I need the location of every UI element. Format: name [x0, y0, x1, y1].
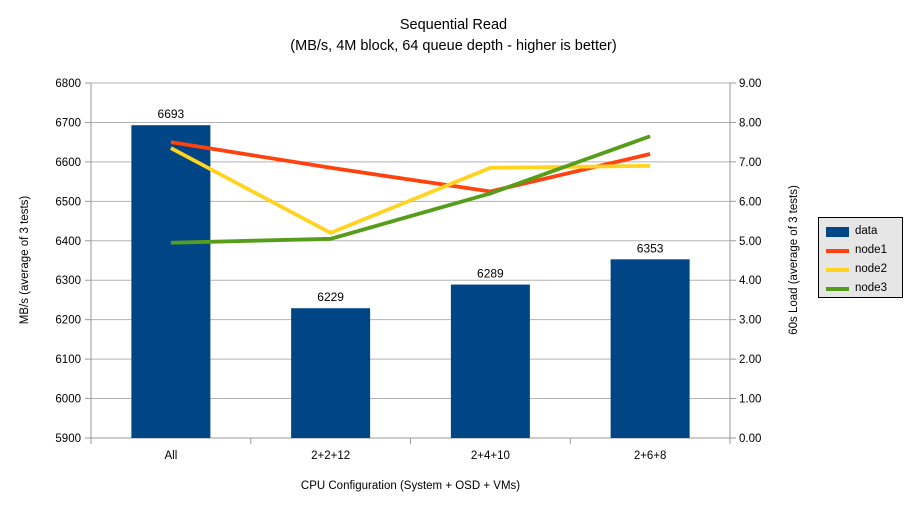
x-axis-title: CPU Configuration (System + OSD + VMs): [300, 480, 521, 492]
y-left-tick-label: 6600: [55, 157, 81, 169]
y-right-tick-label: 0.00: [739, 433, 761, 445]
y-right-tick-label: 6.00: [739, 196, 761, 208]
x-tick-label: All: [164, 450, 177, 462]
y-left-tick-label: 6400: [55, 236, 81, 248]
y-right-tick-label: 8.00: [739, 117, 761, 129]
bar-2+4+10: [450, 284, 530, 438]
x-tick-label: 2+4+10: [471, 450, 510, 462]
legend-label: node3: [855, 281, 887, 294]
legend-label: data: [855, 224, 878, 237]
legend-item-node2: node2: [826, 260, 902, 279]
y-right-tick-label: 1.00: [739, 394, 761, 406]
y-right-tick-label: 7.00: [739, 157, 761, 169]
bar-value-label: 6693: [158, 107, 185, 121]
bar-value-label: 6289: [477, 267, 504, 281]
legend: data node1 node2 node3: [818, 217, 903, 298]
legend-item-data: data: [826, 222, 902, 241]
y-left-tick-label: 6100: [55, 354, 81, 366]
x-tick-label: 2+2+12: [311, 450, 350, 462]
y-left-tick-label: 6300: [55, 275, 81, 287]
y-left-tick-label: 6200: [55, 315, 81, 327]
legend-swatch-node1: [826, 248, 849, 253]
y-right-tick-label: 3.00: [739, 315, 761, 327]
legend-item-node3: node3: [826, 279, 902, 298]
x-tick-label: 2+6+8: [634, 450, 667, 462]
y-left-tick-label: 6800: [55, 78, 81, 90]
y-right-tick-label: 2.00: [739, 354, 761, 366]
bar-2+2+12: [291, 308, 371, 438]
legend-label: node2: [855, 262, 887, 275]
y-left-tick-label: 5900: [55, 433, 81, 445]
y-right-tick-label: 9.00: [739, 78, 761, 90]
bar-All: [131, 125, 211, 438]
y-right-tick-label: 5.00: [739, 236, 761, 248]
chart-subtitle: (MB/s, 4M block, 64 queue depth - higher…: [290, 38, 617, 54]
legend-label: node1: [855, 243, 887, 256]
y-left-tick-label: 6000: [55, 394, 81, 406]
y-right-tick-label: 4.00: [739, 275, 761, 287]
legend-swatch-node3: [826, 286, 849, 291]
y-left-tick-label: 6700: [55, 117, 81, 129]
series-line-node1: [170, 140, 651, 194]
legend-swatch-node2: [826, 267, 849, 272]
series-line-node3: [170, 134, 651, 245]
bar-value-label: 6353: [637, 241, 664, 255]
bar-2+6+8: [610, 259, 690, 438]
chart-title: Sequential Read: [399, 17, 508, 33]
legend-item-node1: node1: [826, 241, 902, 260]
legend-swatch-data: [826, 226, 849, 237]
bar-value-label: 6229: [317, 290, 344, 304]
y-left-tick-label: 6500: [55, 196, 81, 208]
